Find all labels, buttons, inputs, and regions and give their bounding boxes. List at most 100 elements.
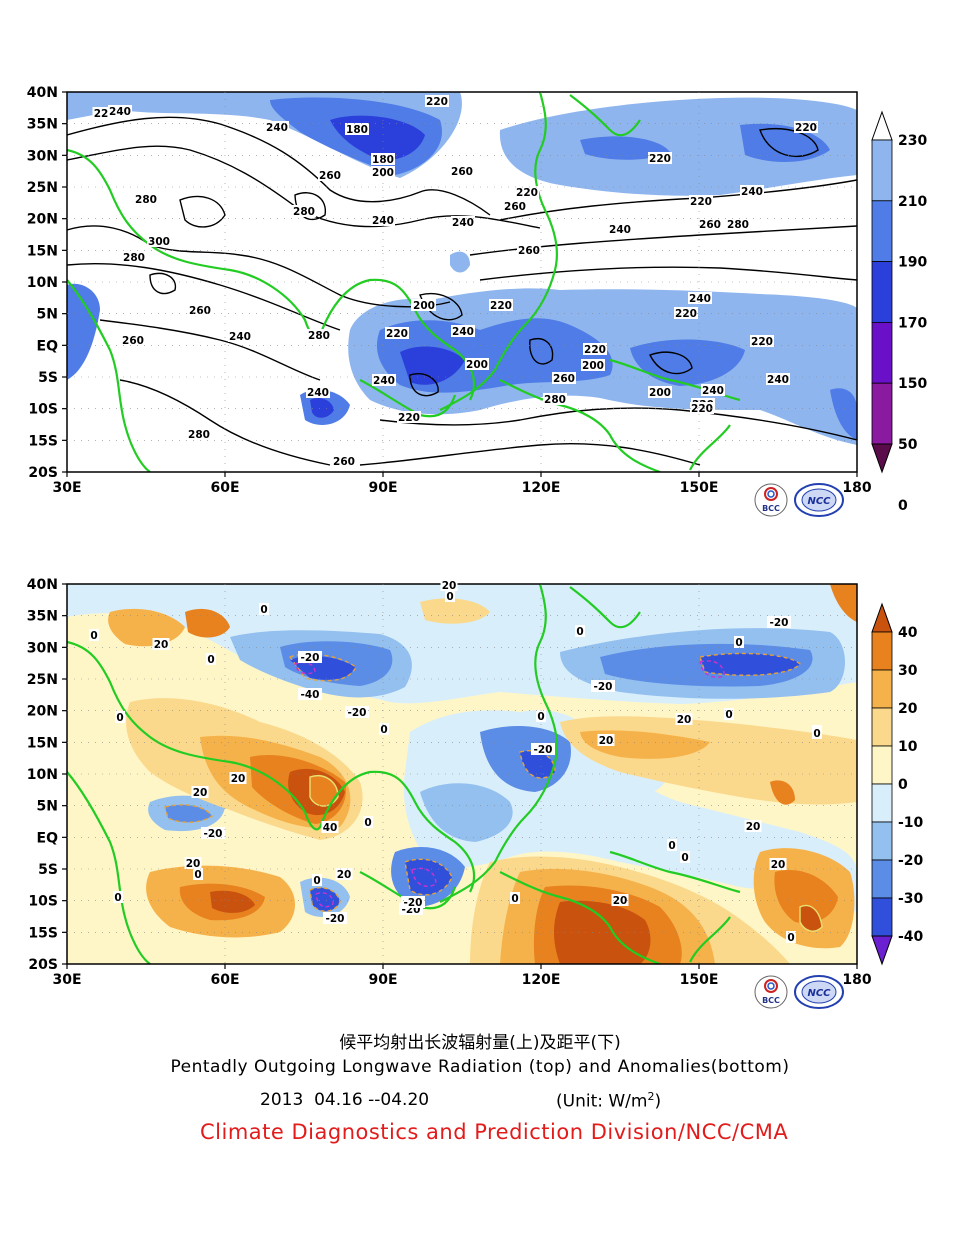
colorbar-label: -20 — [898, 853, 924, 869]
contour-label: 240 — [372, 215, 394, 227]
lat-label: 15S — [28, 433, 58, 449]
contour-label: 0 — [90, 630, 97, 642]
contour-label-bg — [515, 186, 539, 198]
contour-label: 20 — [746, 821, 761, 833]
contour-label-bg — [345, 123, 369, 135]
lat-label: 40N — [27, 85, 58, 101]
lat-label: 30N — [27, 148, 58, 164]
contour-label: 180 — [346, 124, 368, 136]
contour-label-bg — [89, 629, 99, 641]
contour-label: 280 — [727, 219, 749, 231]
contour-label: 240 — [702, 385, 724, 397]
contour-label: 260 — [518, 245, 540, 257]
olr-colorbar: 230 210 190 170 150 50 0 — [871, 110, 927, 514]
contour-label-bg — [292, 205, 316, 217]
contour-label: 0 — [668, 840, 675, 852]
contour-label-bg — [766, 373, 790, 385]
contour-label-bg — [134, 193, 158, 205]
contour-label-bg — [108, 105, 132, 117]
contour-label-bg — [690, 402, 714, 414]
contour-label-bg — [750, 335, 774, 347]
contour-label: 0 — [116, 712, 123, 724]
contour-label: 200 — [649, 387, 671, 399]
contour-label: 280 — [135, 194, 157, 206]
colorbar-segment — [871, 631, 893, 671]
contour-label-bg — [543, 393, 567, 405]
colorbar-segment — [871, 669, 893, 709]
contour-label: 240 — [229, 331, 251, 343]
contour-label: 260 — [122, 335, 144, 347]
lat-label: 35N — [27, 609, 58, 625]
contour-label-bg — [744, 820, 762, 832]
contour-label: 240 — [741, 186, 763, 198]
contour-label-bg — [332, 455, 356, 467]
contour-label: 220 — [649, 153, 671, 165]
contour-label: 0 — [511, 893, 518, 905]
positive-contours — [309, 775, 823, 932]
contour-label: 240 — [266, 122, 288, 134]
contour-label-bg — [767, 616, 791, 628]
colorbar-segment — [871, 382, 893, 445]
contour-label: 260 — [319, 170, 341, 182]
contour-label: 0 — [787, 932, 794, 944]
lat-label: 10N — [27, 275, 58, 291]
lat-label: 20N — [27, 212, 58, 228]
contour-label: 0 — [446, 591, 453, 603]
contour-label-bg — [113, 891, 123, 903]
contour-label: 20 — [771, 859, 786, 871]
contour-label: -20 — [301, 652, 320, 664]
lon-label: 150E — [680, 972, 719, 988]
contour-label-bg — [667, 839, 677, 851]
lon-label: 180 — [842, 972, 871, 988]
contour-label: 200 — [582, 360, 604, 372]
contour-label: 220 — [426, 96, 448, 108]
contour-label-bg — [581, 359, 605, 371]
lon-label: 90E — [368, 480, 397, 496]
contour-label-bg — [698, 218, 722, 230]
contour-label: 220 — [398, 412, 420, 424]
lon-label: 60E — [210, 480, 239, 496]
lat-label: 5S — [38, 862, 58, 878]
contour-label-bg — [206, 653, 216, 665]
contour-label: 20 — [337, 869, 352, 881]
contour-label-bg — [510, 892, 520, 904]
contour-label: 240 — [689, 293, 711, 305]
contour-label: 0 — [364, 817, 371, 829]
contour-label-bg — [648, 386, 672, 398]
colorbar-segment — [871, 707, 893, 747]
contour-label: -20 — [404, 897, 423, 909]
contour-label-bg — [412, 299, 436, 311]
contour-label: 22 — [94, 108, 109, 120]
contour-label-bg — [321, 821, 339, 833]
contour-label: -40 — [301, 689, 320, 701]
lon-label: 150E — [680, 480, 719, 496]
contour-label-bg — [193, 868, 203, 880]
contour-label: 280 — [308, 330, 330, 342]
ncc-logo-text: NCC — [807, 496, 831, 507]
contour-label-bg — [385, 327, 409, 339]
lon-label: 30E — [52, 972, 81, 988]
contour-label-bg — [734, 636, 744, 648]
contour-label: -20 — [534, 744, 553, 756]
contour-label: 20 — [442, 580, 457, 592]
colorbar-segment — [871, 200, 893, 263]
contour-label-bg — [611, 894, 629, 906]
date-range: 2013 04.16 --04.20 — [260, 1090, 430, 1110]
contour-label-bg — [812, 727, 822, 739]
contour-label: 240 — [373, 375, 395, 387]
contour-label-bg — [152, 638, 170, 650]
colorbar-label: -40 — [898, 929, 924, 945]
colorbar-top-arrow — [871, 602, 893, 633]
ncc-logo: NCC — [794, 975, 844, 1009]
contour-label-bg — [451, 216, 475, 228]
colorbar-label: 150 — [898, 376, 927, 392]
organization-credit: Climate Diagnostics and Prediction Divis… — [200, 1120, 789, 1144]
colorbar-segment — [871, 897, 893, 937]
contour-label-bg — [259, 603, 269, 615]
colorbar-label: 190 — [898, 255, 927, 271]
contour-label-bg — [583, 343, 607, 355]
contour-label: 220 — [675, 308, 697, 320]
contour-label: 20 — [677, 714, 692, 726]
colorbar-label: -30 — [898, 891, 924, 907]
colorbar-label: -10 — [898, 815, 924, 831]
